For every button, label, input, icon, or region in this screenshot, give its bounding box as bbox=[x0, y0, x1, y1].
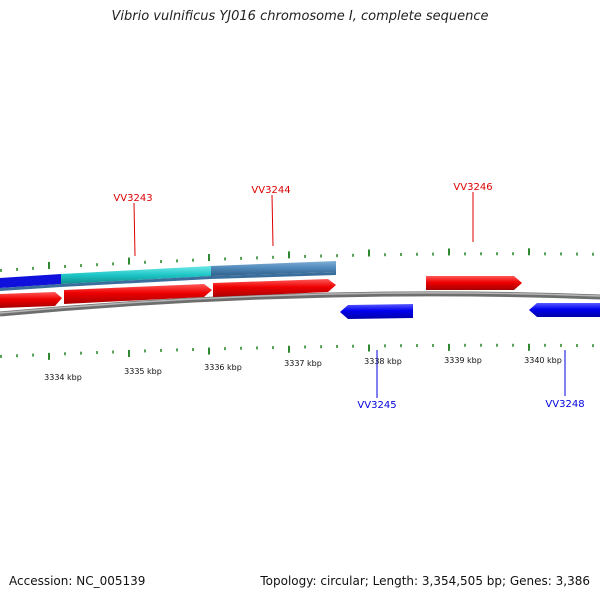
gene-leaders bbox=[133, 192, 566, 398]
scale-labels: 3334 kbp 3335 kbp 3336 kbp 3337 kbp 3338… bbox=[44, 356, 562, 382]
gene-arrow-forward bbox=[0, 292, 62, 308]
cds-feature bbox=[211, 272, 336, 279]
cds-feature bbox=[211, 261, 336, 276]
forward-gene-track bbox=[0, 276, 522, 308]
scale-label: 3338 kbp bbox=[364, 357, 402, 366]
scale-label: 3334 kbp bbox=[44, 373, 82, 382]
gene-label: VV3243 bbox=[113, 193, 152, 204]
leader-line bbox=[271, 194, 274, 247]
reverse-gene-track bbox=[340, 303, 600, 319]
gene-label: VV3244 bbox=[251, 185, 290, 196]
cds-feature bbox=[0, 284, 61, 291]
cds-feature bbox=[61, 266, 211, 284]
scale-label: 3339 kbp bbox=[444, 356, 482, 365]
cds-feature bbox=[61, 276, 211, 287]
outer-tick-row bbox=[0, 248, 594, 272]
gene-label: VV3246 bbox=[453, 182, 492, 193]
cds-feature bbox=[0, 274, 61, 288]
gene-label: VV3245 bbox=[357, 400, 396, 411]
gene-arrow-forward bbox=[213, 279, 336, 297]
backbone bbox=[0, 291, 600, 317]
gene-labels: VV3243 VV3244 VV3246 VV3245 VV3248 bbox=[113, 182, 584, 411]
gene-arrow-forward bbox=[64, 284, 212, 304]
topology-summary: Topology: circular; Length: 3,354,505 bp… bbox=[260, 574, 590, 588]
cds-track bbox=[0, 261, 336, 291]
map-title: Vibrio vulnificus YJ016 chromosome I, co… bbox=[111, 9, 489, 24]
leader-line bbox=[133, 202, 136, 257]
backbone-highlight bbox=[0, 292, 600, 314]
scale-label: 3340 kbp bbox=[524, 356, 562, 365]
gene-label: VV3248 bbox=[545, 399, 584, 410]
scale-label: 3337 kbp bbox=[284, 359, 322, 368]
gene-arrow-reverse bbox=[529, 303, 600, 317]
accession-text: Accession: NC_005139 bbox=[9, 574, 146, 588]
scale-label: 3336 kbp bbox=[204, 363, 242, 372]
inner-tick-row bbox=[0, 343, 594, 360]
gene-arrow-forward bbox=[426, 276, 522, 290]
scale-label: 3335 kbp bbox=[124, 367, 162, 376]
gene-arrow-reverse bbox=[340, 304, 413, 319]
